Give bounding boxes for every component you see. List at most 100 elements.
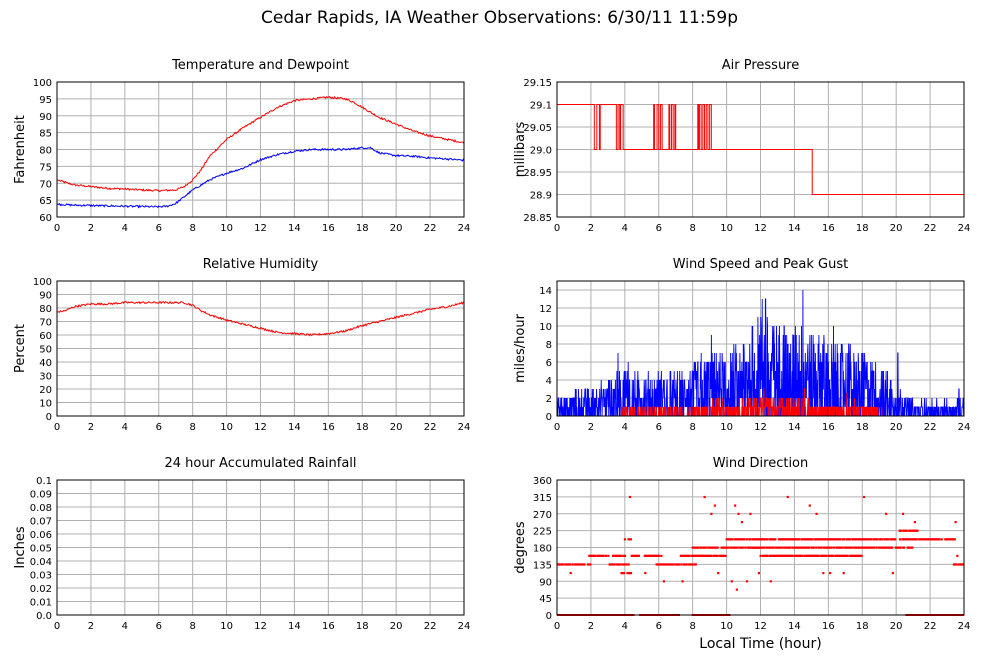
x-tick-label: 24: [458, 621, 471, 632]
data-point: [881, 546, 884, 549]
data-point: [876, 538, 879, 541]
data-point: [573, 563, 577, 566]
data-point: [791, 546, 794, 549]
data-point: [691, 563, 694, 566]
data-point: [651, 554, 655, 557]
data-point: [776, 554, 779, 557]
data-point: [672, 563, 675, 566]
data-point: [844, 546, 848, 549]
data-point: [922, 538, 926, 541]
data-point: [800, 546, 804, 549]
data-point: [588, 554, 591, 557]
x-tick-label: 24: [458, 223, 471, 234]
plot-frame: [56, 81, 465, 218]
data-point: [622, 554, 625, 557]
data-point: [788, 538, 791, 541]
data-point: [778, 546, 781, 549]
x-tick-label: 24: [958, 223, 971, 234]
data-point: [588, 563, 591, 566]
data-point: [579, 563, 582, 566]
data-point: [894, 538, 897, 541]
data-point: [643, 554, 646, 557]
data-point: [590, 554, 593, 557]
data-point: [615, 554, 618, 557]
data-point: [951, 538, 954, 541]
data-point: [611, 554, 615, 557]
data-point: [832, 538, 835, 541]
x-tick-label: 22: [424, 223, 437, 234]
y-axis-label: Fahrenheit: [13, 115, 28, 184]
data-point: [694, 563, 697, 566]
page-title: Cedar Rapids, IA Weather Observations: 6…: [260, 8, 738, 28]
data-point: [911, 546, 914, 549]
data-point: [850, 554, 854, 557]
data-point: [730, 580, 733, 583]
plot-frame: [56, 479, 465, 616]
data-point: [903, 538, 906, 541]
x-tick-label: 8: [689, 422, 695, 433]
data-point: [858, 554, 861, 557]
data-point: [834, 554, 837, 557]
data-point: [813, 538, 816, 541]
data-point: [771, 538, 775, 541]
x-tick-label: 8: [189, 422, 195, 433]
data-point: [609, 563, 612, 566]
data-point: [902, 529, 905, 532]
data-point: [802, 538, 805, 541]
x-tick-label: 20: [390, 621, 403, 632]
data-point: [848, 554, 851, 557]
x-tick-label: 14: [288, 422, 301, 433]
data-point: [693, 563, 696, 566]
data-point: [742, 538, 745, 541]
data-point: [826, 546, 830, 549]
data-point: [779, 546, 782, 549]
x-tick-label: 12: [254, 621, 267, 632]
data-point: [823, 554, 826, 557]
data-point: [627, 572, 630, 575]
data-point: [954, 521, 957, 524]
data-point: [770, 554, 773, 557]
data-point: [910, 538, 913, 541]
series-line-0: [57, 300, 464, 337]
data-point: [738, 546, 741, 549]
data-point: [879, 546, 882, 549]
data-point: [591, 554, 594, 557]
y-tick-label: 0.08: [30, 503, 52, 514]
data-point: [779, 538, 782, 541]
data-point: [707, 546, 710, 549]
data-point: [558, 563, 561, 566]
y-tick-label: 0.07: [30, 517, 52, 528]
x-tick-label: 6: [656, 621, 662, 632]
y-tick-label: 80: [39, 304, 52, 315]
data-point: [824, 554, 827, 557]
data-point: [937, 538, 940, 541]
data-point: [855, 554, 858, 557]
data-point: [787, 546, 791, 549]
data-point: [948, 538, 952, 541]
data-point: [688, 554, 691, 557]
x-tick-label: 20: [890, 621, 903, 632]
data-point: [821, 554, 824, 557]
y-tick-label: 0.02: [30, 584, 52, 595]
data-point: [571, 563, 574, 566]
data-point: [710, 512, 713, 515]
data-point: [909, 538, 912, 541]
x-tick-label: 10: [220, 422, 233, 433]
data-point: [752, 538, 756, 541]
data-point: [845, 546, 849, 549]
data-point: [637, 554, 640, 557]
data-point: [831, 554, 835, 557]
data-point: [875, 538, 878, 541]
data-point: [625, 563, 628, 566]
data-point: [797, 554, 800, 557]
data-point: [862, 538, 865, 541]
data-point: [830, 538, 833, 541]
x-tick-label: 14: [788, 223, 801, 234]
data-point: [790, 554, 793, 557]
data-point: [852, 538, 855, 541]
data-point: [849, 554, 852, 557]
data-point: [953, 538, 956, 541]
data-point: [928, 538, 931, 541]
x-tick-label: 8: [689, 223, 695, 234]
data-point: [794, 546, 798, 549]
